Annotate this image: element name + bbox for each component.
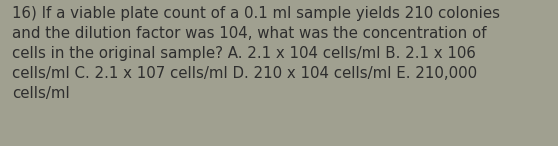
Text: 16) If a viable plate count of a 0.1 ml sample yields 210 colonies
and the dilut: 16) If a viable plate count of a 0.1 ml … bbox=[12, 6, 501, 101]
